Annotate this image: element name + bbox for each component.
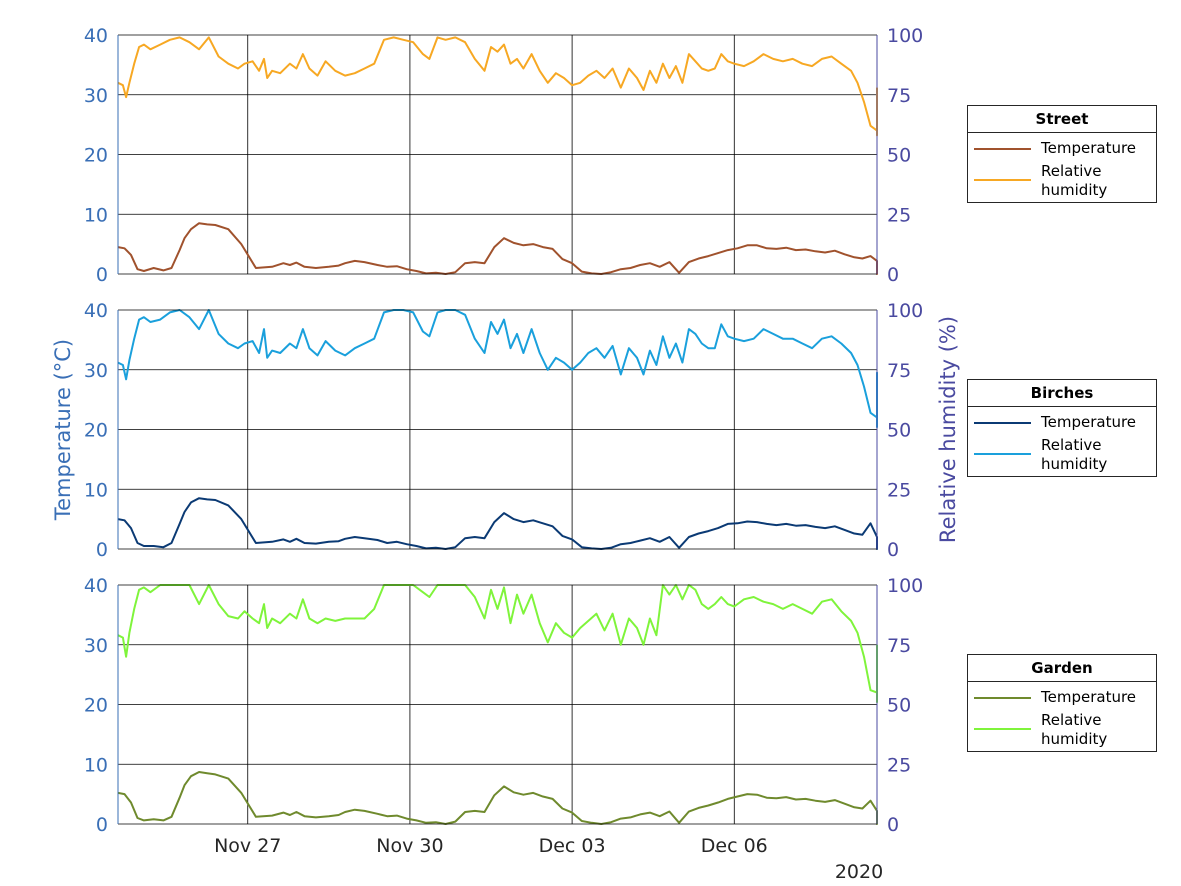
legend-temperature-swatch — [974, 697, 1031, 699]
legend-temperature-swatch — [974, 148, 1031, 150]
humidity-tick-label: 75 — [887, 360, 911, 382]
legend-temperature-label: Temperature — [1041, 688, 1137, 706]
temperature-tick-label: 0 — [96, 539, 108, 561]
legend-humidity-swatch — [974, 453, 1031, 455]
humidity-tick-label: 100 — [887, 575, 923, 597]
humidity-tick-label: 0 — [887, 264, 899, 286]
legend-humidity-swatch — [974, 179, 1031, 181]
y-axis-title-left: Temperature (°C) — [51, 339, 75, 521]
humidity-tick-label: 75 — [887, 85, 911, 107]
temperature-tick-label: 40 — [84, 575, 108, 597]
temperature-tick-label: 10 — [84, 204, 108, 226]
humidity-tick-label: 100 — [887, 300, 923, 322]
legend-humidity-label-line1: Relative — [1041, 711, 1102, 729]
legend-birches: Birches Temperature Relative humidity — [967, 379, 1157, 477]
temperature-tick-label: 10 — [84, 754, 108, 776]
humidity-tick-label: 25 — [887, 754, 911, 776]
temperature-series-line — [117, 771, 878, 825]
legend-title: Birches — [968, 380, 1156, 407]
humidity-series-line — [117, 309, 878, 429]
legend-humidity-label-line1: Relative — [1041, 162, 1102, 180]
temperature-tick-label: 20 — [84, 420, 108, 442]
x-tick-label: Dec 06 — [701, 835, 768, 857]
y-axis-title-right: Relative humidity (%) — [936, 316, 960, 543]
temperature-tick-label: 0 — [96, 264, 108, 286]
humidity-tick-label: 50 — [887, 420, 911, 442]
x-tick-label: Nov 27 — [214, 835, 281, 857]
legend-temperature-label: Temperature — [1041, 413, 1137, 431]
humidity-tick-label: 75 — [887, 635, 911, 657]
temperature-tick-label: 0 — [96, 814, 108, 836]
legend-garden: Garden Temperature Relative humidity — [967, 654, 1157, 752]
legend-humidity-label-line2: humidity — [1041, 181, 1108, 199]
humidity-tick-label: 50 — [887, 695, 911, 717]
legend-title: Garden — [968, 655, 1156, 682]
humidity-tick-label: 100 — [887, 25, 923, 47]
temperature-tick-label: 30 — [84, 360, 108, 382]
legend-temperature-label: Temperature — [1041, 139, 1137, 157]
legend-temperature-swatch — [974, 422, 1031, 424]
legend-humidity-label-line2: humidity — [1041, 730, 1108, 748]
temperature-series-line — [117, 222, 878, 275]
temperature-tick-label: 40 — [84, 300, 108, 322]
legend-humidity-label-line1: Relative — [1041, 436, 1102, 454]
temperature-tick-label: 30 — [84, 635, 108, 657]
legend-title: Street — [968, 106, 1156, 133]
humidity-tick-label: 50 — [887, 145, 911, 167]
humidity-tick-label: 0 — [887, 814, 899, 836]
x-tick-label: Dec 03 — [539, 835, 606, 857]
temperature-series-line — [117, 497, 878, 550]
humidity-tick-label: 0 — [887, 539, 899, 561]
x-year-label: 2020 — [835, 861, 883, 883]
legend-humidity-swatch — [974, 728, 1031, 730]
temperature-tick-label: 20 — [84, 145, 108, 167]
legend-street: Street Temperature Relative humidity — [967, 105, 1157, 203]
temperature-tick-label: 30 — [84, 85, 108, 107]
temperature-tick-label: 40 — [84, 25, 108, 47]
temperature-tick-label: 20 — [84, 695, 108, 717]
humidity-series-line — [117, 36, 878, 137]
temperature-tick-label: 10 — [84, 479, 108, 501]
x-tick-label: Nov 30 — [376, 835, 443, 857]
humidity-tick-label: 25 — [887, 204, 911, 226]
humidity-series-line — [117, 584, 878, 704]
legend-humidity-label-line2: humidity — [1041, 455, 1108, 473]
humidity-tick-label: 25 — [887, 479, 911, 501]
